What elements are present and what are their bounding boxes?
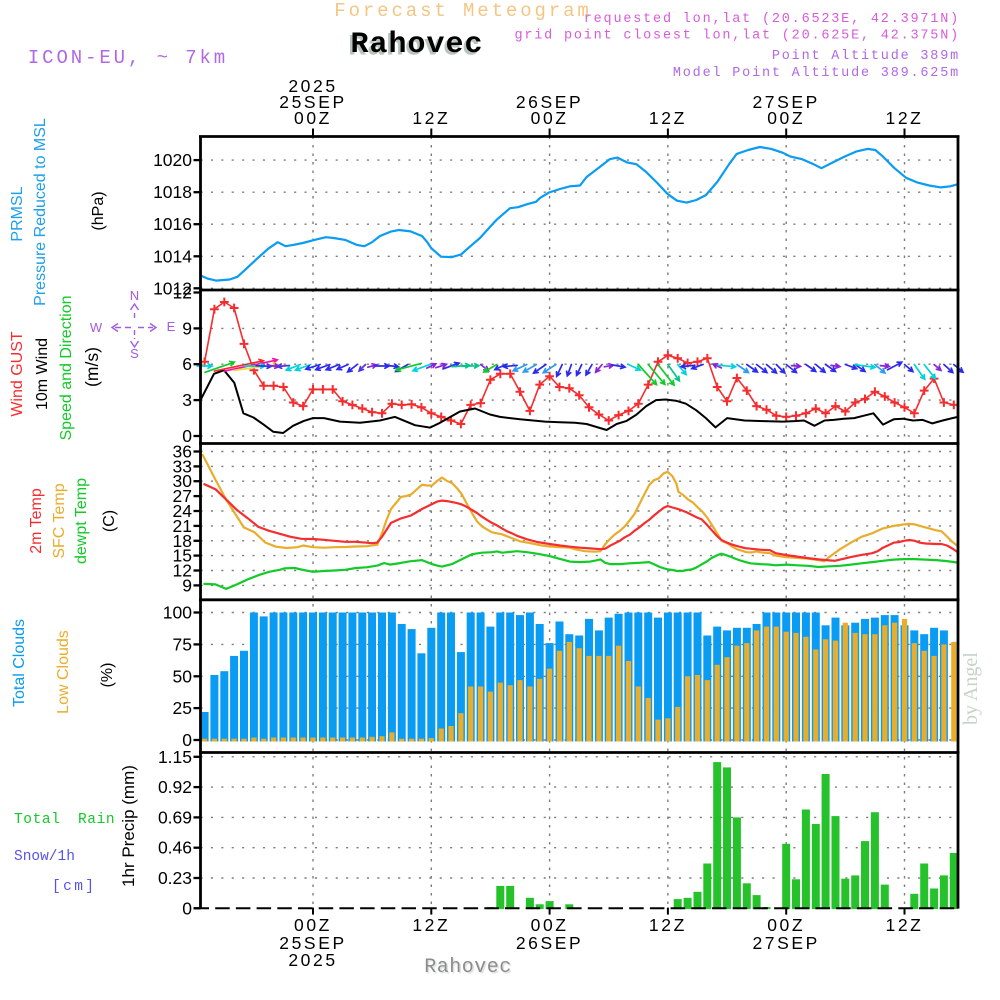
svg-text:00Z: 00Z: [531, 915, 569, 935]
svg-text:12Z: 12Z: [886, 108, 924, 128]
svg-text:1014: 1014: [153, 246, 192, 266]
svg-text:Low Clouds: Low Clouds: [55, 630, 72, 714]
svg-text:10m Wind: 10m Wind: [34, 338, 51, 410]
svg-text:Pressure Reduced to MSL: Pressure Reduced to MSL: [32, 118, 49, 306]
svg-text:00Z: 00Z: [531, 108, 569, 128]
svg-text:12Z: 12Z: [649, 108, 687, 128]
svg-text:27: 27: [173, 486, 192, 506]
svg-text:100: 100: [163, 603, 192, 623]
svg-text:15: 15: [173, 546, 192, 566]
svg-text:1018: 1018: [153, 182, 192, 202]
svg-text:Point Altitude 389m: Point Altitude 389m: [772, 49, 960, 64]
svg-text:2025: 2025: [288, 950, 337, 970]
svg-text:12Z: 12Z: [412, 915, 450, 935]
svg-text:50: 50: [173, 666, 193, 686]
svg-text:21: 21: [173, 516, 192, 536]
svg-text:PRMSL: PRMSL: [9, 186, 26, 241]
svg-text:(C): (C): [101, 510, 118, 532]
svg-text:26SEP: 26SEP: [516, 92, 583, 112]
svg-text:grid point closest lon,lat (20: grid point closest lon,lat (20.625E, 42.…: [514, 29, 960, 44]
svg-text:0.23: 0.23: [158, 868, 192, 888]
svg-text:1016: 1016: [153, 214, 192, 234]
svg-text:0: 0: [182, 426, 192, 446]
svg-text:by Angel: by Angel: [960, 652, 982, 725]
svg-text:1020: 1020: [153, 150, 192, 170]
svg-text:(hPa): (hPa): [90, 191, 107, 230]
svg-text:12: 12: [173, 561, 192, 581]
svg-text:0.69: 0.69: [158, 807, 192, 827]
svg-text:Model Point Altitude 389.625m: Model Point Altitude 389.625m: [673, 66, 960, 81]
svg-text:00Z: 00Z: [294, 915, 332, 935]
svg-text:3: 3: [182, 390, 192, 410]
svg-text:N: N: [130, 288, 139, 303]
svg-text:26SEP: 26SEP: [516, 933, 583, 953]
svg-text:Speed and Direction: Speed and Direction: [58, 296, 75, 441]
svg-text:24: 24: [173, 501, 193, 521]
svg-text:33: 33: [173, 456, 192, 476]
svg-text:00Z: 00Z: [767, 108, 805, 128]
svg-text:S: S: [130, 346, 139, 361]
svg-text:25SEP: 25SEP: [279, 933, 346, 953]
svg-text:Rain: Rain: [78, 812, 115, 828]
svg-text:(%): (%): [99, 663, 116, 688]
svg-text:12: 12: [173, 283, 192, 303]
svg-text:12Z: 12Z: [886, 915, 924, 935]
svg-text:9: 9: [182, 575, 192, 595]
svg-text:12Z: 12Z: [412, 108, 450, 128]
svg-text:0: 0: [182, 730, 192, 750]
svg-text:Total: Total: [14, 812, 61, 828]
svg-text:requested lon,lat (20.6523E, 4: requested lon,lat (20.6523E, 42.3971N): [584, 12, 960, 27]
svg-text:W: W: [90, 320, 103, 335]
svg-text:[cm]: [cm]: [52, 879, 96, 895]
svg-text:Wind GUST: Wind GUST: [9, 331, 26, 417]
svg-text:0.46: 0.46: [158, 838, 192, 858]
svg-text:ICON-EU, ~ 7km: ICON-EU, ~ 7km: [28, 47, 228, 69]
svg-text:Forecast Meteogram: Forecast Meteogram: [334, 0, 591, 22]
svg-text:Total Clouds: Total Clouds: [11, 619, 28, 707]
svg-text:Rahovec: Rahovec: [350, 28, 483, 62]
svg-text:25: 25: [173, 698, 192, 718]
svg-text:1012: 1012: [153, 278, 192, 298]
svg-text:36: 36: [173, 442, 192, 462]
svg-text:0: 0: [182, 898, 192, 918]
svg-text:27SEP: 27SEP: [752, 92, 819, 112]
svg-text:0.92: 0.92: [158, 777, 192, 797]
svg-text:18: 18: [173, 531, 192, 551]
svg-text:2m Temp: 2m Temp: [28, 488, 45, 554]
svg-text:6: 6: [182, 354, 192, 374]
svg-text:1.15: 1.15: [158, 747, 192, 767]
svg-text:dewpt Temp: dewpt Temp: [73, 478, 90, 564]
svg-text:(m/s): (m/s): [82, 347, 102, 387]
svg-text:1hr Precip (mm): 1hr Precip (mm): [119, 765, 138, 887]
svg-text:30: 30: [173, 471, 193, 491]
svg-text:2025: 2025: [288, 76, 337, 96]
svg-text:75: 75: [173, 634, 192, 654]
svg-text:Rahovec: Rahovec: [424, 956, 512, 979]
svg-text:00Z: 00Z: [767, 915, 805, 935]
svg-text:25SEP: 25SEP: [279, 92, 346, 112]
svg-text:E: E: [167, 319, 176, 334]
svg-text:9: 9: [182, 318, 192, 338]
svg-text:00Z: 00Z: [294, 108, 332, 128]
svg-text:SFC Temp: SFC Temp: [51, 483, 68, 558]
svg-text:Snow/1h: Snow/1h: [14, 849, 75, 865]
svg-text:27SEP: 27SEP: [752, 933, 819, 953]
svg-text:12Z: 12Z: [649, 915, 687, 935]
